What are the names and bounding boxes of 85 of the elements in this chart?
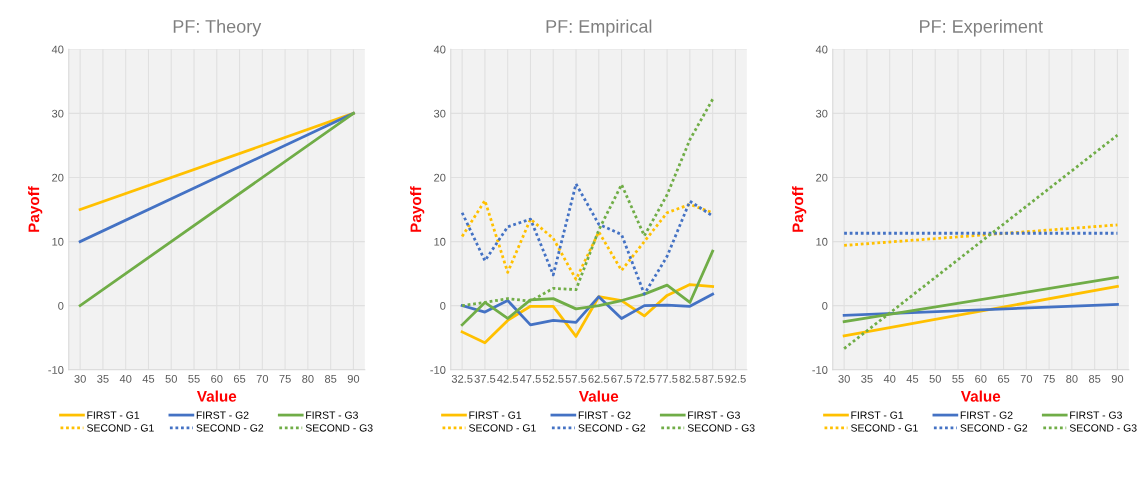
x-tick-label: 50	[929, 374, 941, 383]
x-tick-label: 67.5	[611, 374, 632, 383]
y-axis-title: Payoff	[28, 186, 43, 232]
legend-label: FIRST - G3	[1070, 411, 1122, 419]
x-tick-label: 62.5	[588, 374, 610, 383]
x-tick-label: 52.5	[542, 374, 564, 383]
x-tick-label: 65	[233, 374, 246, 383]
legend-label: FIRST - G3	[688, 411, 740, 419]
x-tick-label: 85	[1088, 374, 1101, 383]
x-tick-label: 40	[883, 374, 896, 383]
y-tick-label: 0	[58, 301, 64, 310]
y-tick-label: 40	[433, 45, 446, 54]
legend-label: SECOND - G2	[960, 424, 1028, 432]
x-tick-label: 55	[188, 375, 200, 383]
y-tick-label: 10	[816, 237, 828, 246]
x-tick-label: 87.5	[702, 374, 723, 383]
legend-label: SECOND - G2	[578, 424, 646, 432]
x-tick-label: 35	[97, 374, 109, 383]
x-tick-label: 77.5	[656, 375, 678, 383]
y-tick-label: 10	[434, 237, 446, 246]
y-tick-label: 40	[51, 45, 64, 54]
y-tick-label: 0	[440, 301, 446, 310]
legend-label: SECOND - G1	[469, 424, 536, 432]
legend-label: SECOND - G1	[87, 424, 154, 432]
x-axis-title: Value	[196, 390, 237, 402]
x-tick-label: 32.5	[451, 374, 473, 383]
legend-label: FIRST - G1	[469, 411, 522, 419]
x-tick-label: 90	[1111, 374, 1124, 383]
x-tick-label: 85	[324, 374, 337, 383]
legend-label: FIRST - G2	[196, 411, 249, 419]
chart-title: PF: Experiment	[920, 19, 1043, 37]
legend-label: FIRST - G1	[87, 411, 140, 419]
x-axis-title: Value	[960, 390, 1001, 402]
x-tick-label: 65	[997, 374, 1010, 383]
x-tick-label: 75	[1043, 375, 1055, 383]
x-tick-label: 42.5	[497, 374, 519, 383]
legend-label: SECOND - G3	[687, 424, 755, 432]
legend-label: SECOND - G2	[196, 424, 264, 432]
y-tick-label: 30	[815, 109, 828, 118]
x-tick-label: 57.5	[565, 375, 587, 383]
chart-title: PF: Empirical	[546, 19, 652, 37]
x-tick-label: 45	[142, 375, 155, 383]
y-tick-label: 40	[815, 45, 828, 54]
x-tick-label: 40	[119, 374, 132, 383]
y-axis-title: Payoff	[410, 186, 425, 232]
x-tick-label: 82.5	[679, 374, 701, 383]
x-tick-label: 50	[165, 374, 177, 383]
legend-label: FIRST - G2	[578, 411, 631, 419]
x-tick-label: 70	[256, 374, 269, 383]
legend-label: SECOND - G3	[1069, 424, 1137, 432]
x-tick-label: 80	[302, 374, 314, 383]
x-axis-title: Value	[578, 390, 619, 402]
x-tick-label: 35	[861, 374, 873, 383]
x-tick-label: 92.5	[725, 374, 746, 383]
x-tick-label: 70	[1020, 374, 1033, 383]
y-tick-label: 0	[822, 301, 828, 310]
y-tick-label: 10	[52, 237, 64, 246]
legend-label: SECOND - G3	[305, 424, 373, 432]
y-tick-label: 20	[52, 173, 64, 182]
x-tick-label: 60	[975, 374, 987, 383]
legend-label: FIRST - G3	[306, 411, 358, 419]
x-tick-label: 30	[74, 374, 86, 383]
y-tick-label: 20	[434, 173, 446, 182]
legend-label: SECOND - G1	[851, 424, 918, 432]
legend-label: FIRST - G2	[960, 411, 1013, 419]
y-axis-title: Payoff	[792, 186, 807, 232]
line-series	[460, 292, 715, 327]
x-tick-label: 55	[952, 375, 964, 383]
y-tick-label: 30	[433, 109, 446, 118]
x-tick-label: 47.5	[519, 375, 541, 383]
y-tick-label: -10	[48, 366, 64, 374]
y-tick-label: 20	[816, 173, 828, 182]
x-tick-label: 75	[279, 375, 291, 383]
x-tick-label: 45	[906, 375, 919, 383]
x-tick-label: 80	[1066, 374, 1078, 383]
y-tick-label: -10	[430, 366, 446, 374]
chart-title: PF: Theory	[173, 19, 262, 37]
x-tick-label: 37.5	[474, 374, 496, 383]
y-tick-label: 30	[51, 109, 64, 118]
x-tick-label: 60	[211, 374, 223, 383]
y-tick-label: -10	[812, 366, 828, 374]
x-tick-label: 72.5	[634, 374, 655, 383]
legend-label: FIRST - G1	[851, 411, 904, 419]
x-tick-label: 30	[838, 374, 850, 383]
x-tick-label: 90	[347, 374, 360, 383]
